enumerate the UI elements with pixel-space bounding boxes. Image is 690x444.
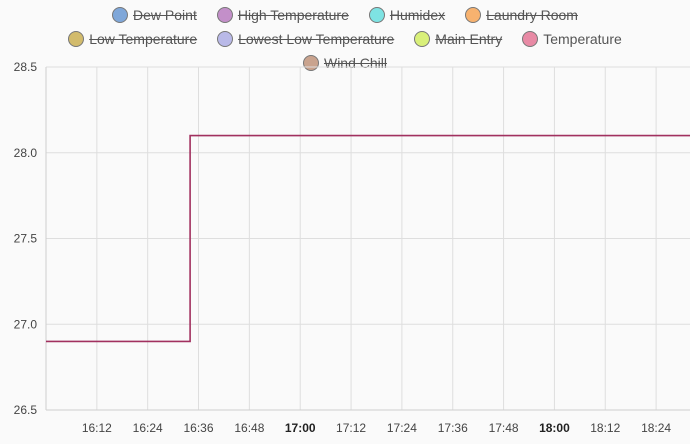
x-tick-label: 16:24 (133, 421, 163, 435)
y-tick-label: 28.0 (14, 146, 38, 160)
legend-item-temperature[interactable]: Temperature (522, 30, 622, 48)
y-axis-tick-labels: 28.5 28.0 27.5 27.0 26.5 (14, 60, 38, 417)
y-tick-label: 26.5 (14, 403, 38, 417)
legend-item-laundry-room[interactable]: Laundry Room (465, 6, 578, 24)
legend-swatch (368, 7, 385, 23)
y-tick-label: 27.5 (14, 232, 38, 246)
legend-item-low-temperature[interactable]: Low Temperature (68, 30, 197, 48)
series-line-temperature (46, 134, 690, 343)
chart-axes (45, 67, 690, 411)
legend-item-humidex[interactable]: Humidex (368, 6, 446, 24)
legend-label: Dew Point (133, 7, 197, 23)
x-axis-tick-labels: 16:12 16:24 16:36 16:48 17:00 17:12 17:24 17:36… (82, 421, 672, 435)
x-tick-label: 16:12 (82, 421, 112, 435)
legend-swatch (112, 7, 129, 23)
x-tick-label: 17:12 (336, 421, 366, 435)
legend-swatch (217, 31, 234, 47)
x-tick-label: 17:24 (387, 421, 417, 435)
legend-swatch (465, 7, 482, 23)
x-tick-label: 18:00 (539, 421, 570, 435)
legend-swatch (68, 31, 85, 47)
x-tick-label: 16:48 (234, 421, 264, 435)
legend-item-main-entry[interactable]: Main Entry (414, 30, 502, 48)
x-tick-label: 17:00 (285, 421, 316, 435)
legend-label: Main Entry (435, 31, 503, 47)
legend-label: Laundry Room (486, 7, 578, 23)
x-tick-label: 16:36 (184, 421, 214, 435)
legend-swatch (216, 7, 233, 23)
legend-label: Humidex (389, 7, 446, 23)
x-tick-label: 17:36 (438, 421, 468, 435)
legend-label: High Temperature (237, 7, 349, 23)
y-tick-label: 28.5 (14, 60, 38, 74)
legend-swatch (522, 31, 539, 47)
series-lines (46, 134, 690, 343)
legend-label: Lowest Low Temperature (238, 31, 395, 47)
x-tick-label: 18:12 (590, 421, 620, 435)
legend-label: Low Temperature (89, 31, 198, 47)
legend-item-high-temperature[interactable]: High Temperature (216, 6, 349, 24)
legend-item-lowest-low-temperature[interactable]: Lowest Low Temperature (217, 30, 394, 48)
x-tick-label: 17:48 (489, 421, 519, 435)
y-tick-label: 27.0 (14, 317, 38, 331)
grid-lines (46, 66, 690, 411)
legend-item-dew-point[interactable]: Dew Point (112, 6, 197, 24)
legend-label: Temperature (543, 31, 622, 47)
x-tick-label: 18:24 (641, 421, 671, 435)
legend-swatch (414, 31, 431, 47)
